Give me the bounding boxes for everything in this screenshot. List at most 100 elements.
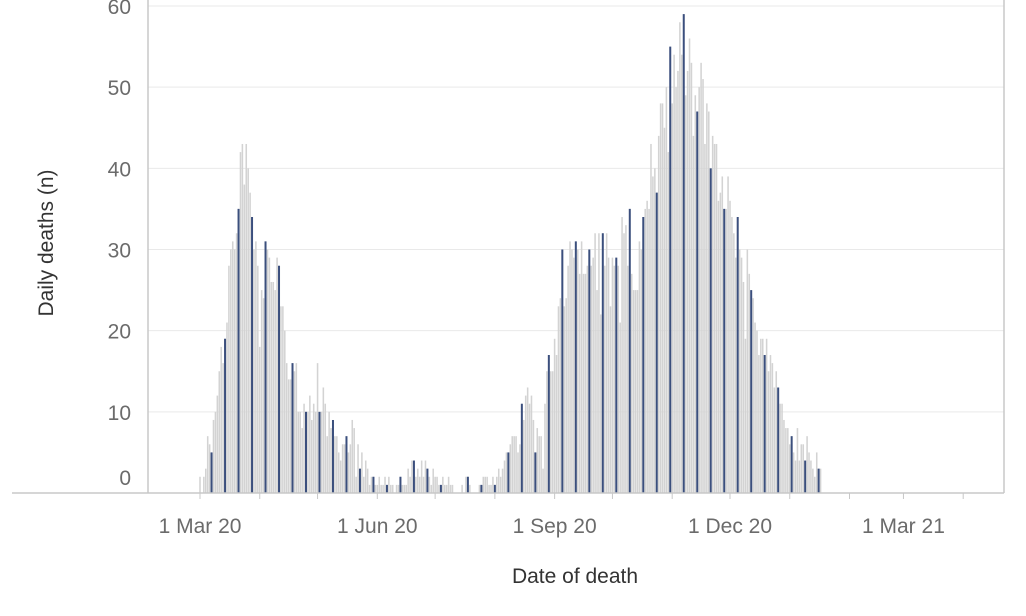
daily-bar (605, 233, 608, 493)
daily-bar (233, 249, 236, 493)
daily-bar (451, 484, 454, 493)
daily-bar (578, 273, 581, 493)
daily-bar (694, 95, 697, 493)
daily-bar (594, 233, 596, 493)
daily-bar (788, 444, 791, 493)
daily-bar (285, 363, 288, 493)
daily-bar (212, 419, 215, 493)
daily-bar (351, 419, 354, 493)
daily-bar (698, 87, 700, 494)
daily-bar (555, 355, 558, 493)
daily-bar (665, 87, 668, 494)
daily-bar (708, 111, 710, 494)
daily-bar (353, 428, 355, 493)
daily-bar (368, 484, 371, 493)
daily-bar (364, 460, 367, 493)
daily-bar (775, 371, 778, 493)
daily-bar (503, 460, 506, 493)
daily-bar (794, 460, 797, 493)
daily-bar (530, 395, 533, 493)
daily-bar (208, 444, 211, 493)
daily-bar (538, 436, 540, 493)
daily-bar (513, 436, 515, 493)
daily-bar (284, 330, 286, 493)
daily-bar (542, 468, 544, 493)
daily-bar (307, 411, 309, 493)
daily-bar (486, 476, 488, 493)
daily-bar (415, 476, 417, 493)
daily-bar (688, 38, 691, 493)
daily-bar (792, 452, 795, 493)
daily-bar (576, 249, 579, 493)
daily-bar (374, 484, 377, 493)
daily-bar (258, 346, 261, 493)
daily-bar (684, 95, 687, 493)
daily-bar (767, 371, 770, 493)
daily-bar (634, 290, 637, 493)
daily-bar (405, 484, 407, 493)
y-tick-label: 10 (108, 402, 131, 425)
daily-bar (266, 249, 269, 493)
daily-bar (270, 281, 273, 493)
daily-bar (492, 476, 494, 493)
daily-bar (744, 338, 747, 493)
daily-bar (536, 428, 539, 493)
daily-bar (322, 387, 325, 493)
daily-bar (349, 444, 352, 493)
daily-bar (638, 241, 641, 493)
daily-bar (567, 265, 569, 493)
daily-bar (571, 249, 573, 493)
daily-bar (478, 484, 481, 493)
axes (12, 0, 1005, 494)
daily-bar (671, 103, 673, 494)
daily-bar (509, 444, 512, 493)
daily-bar (249, 192, 251, 493)
daily-bar (276, 257, 278, 493)
daily-bar (496, 476, 498, 493)
daily-bar (657, 135, 660, 493)
daily-bar (785, 428, 787, 493)
daily-bar (787, 428, 789, 493)
daily-bar (565, 298, 567, 493)
daily-bar (611, 257, 614, 493)
daily-bar (376, 484, 379, 493)
daily-bar (783, 419, 785, 493)
daily-bar (808, 452, 810, 493)
daily-bar (607, 257, 610, 493)
daily-bar (418, 476, 421, 493)
daily-bar (546, 371, 548, 493)
daily-bar (420, 460, 423, 493)
daily-bar (590, 265, 593, 493)
daily-bar (490, 484, 492, 493)
daily-bar (230, 249, 232, 493)
daily-bar (243, 184, 246, 493)
daily-bar (819, 468, 822, 493)
daily-bar (199, 476, 201, 493)
daily-bar (802, 444, 805, 493)
daily-bar (403, 484, 406, 493)
daily-bar (625, 225, 627, 493)
daily-bar (220, 346, 222, 493)
daily-bar (551, 371, 554, 493)
daily-bar (559, 298, 562, 493)
daily-bar (401, 484, 404, 493)
y-tick-label: 20 (108, 321, 131, 344)
daily-bar (299, 411, 301, 493)
daily-bar (733, 233, 735, 493)
daily-bar (711, 135, 714, 493)
daily-bar (438, 484, 440, 493)
daily-bar (337, 452, 340, 493)
daily-bar (316, 363, 319, 493)
daily-bar (517, 452, 519, 493)
daily-bar (654, 168, 656, 493)
daily-bar (447, 476, 450, 493)
y-tick-labels: 0 10 20 30 40 50 60 (108, 0, 131, 490)
daily-bar (661, 103, 664, 494)
daily-bar (311, 419, 313, 493)
daily-bar (760, 338, 762, 493)
daily-bar (704, 143, 706, 494)
daily-bar (295, 363, 298, 493)
daily-bar (380, 484, 382, 493)
daily-bar (488, 484, 490, 493)
daily-bar (309, 395, 311, 493)
